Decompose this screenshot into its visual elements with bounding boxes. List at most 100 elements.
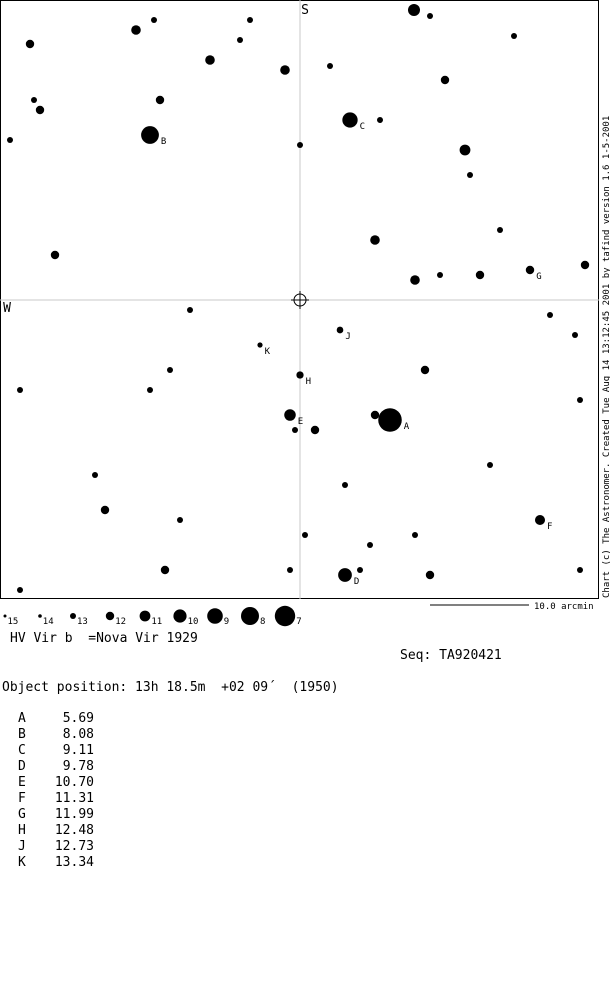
field-star: [357, 567, 363, 573]
sequence-letter: C: [18, 743, 26, 758]
field-star: [131, 25, 141, 35]
comparison-label-j: J: [345, 332, 350, 342]
field-star: [17, 387, 23, 393]
comparison-label-b: B: [161, 137, 166, 147]
field-star: [580, 260, 590, 270]
field-star: [297, 142, 303, 148]
key-dot-8: [241, 607, 259, 625]
field-star: [25, 39, 35, 49]
field-star: [7, 137, 13, 143]
sequence-magnitude: 5.69: [62, 711, 94, 726]
compass-west-label: W: [3, 301, 11, 316]
scale-label: 10.0 arcmin: [534, 602, 594, 612]
sequence-letter: G: [18, 807, 26, 822]
field-star: [577, 567, 583, 573]
field-star: [237, 37, 243, 43]
field-star: [160, 565, 170, 575]
key-label-11: 11: [151, 617, 162, 627]
field-star: [50, 250, 60, 260]
key-label-15: 15: [8, 617, 19, 627]
field-star: [92, 472, 98, 478]
key-dot-11: [139, 610, 151, 622]
sequence-magnitude: 9.78: [62, 759, 94, 774]
field-star: [100, 505, 110, 515]
comparison-stars: A B C D E F G H J K: [141, 112, 552, 587]
comparison-star-k: [257, 342, 263, 348]
sequence-magnitude: 12.73: [54, 839, 94, 854]
sequence-row: C 9.11: [18, 743, 94, 759]
field-star: [412, 532, 418, 538]
sequence-label: Seq: TA920421: [400, 648, 502, 663]
field-star: [420, 365, 430, 375]
comparison-star-b: [141, 126, 159, 144]
field-star: [408, 4, 420, 16]
sequence-row: F 11.31: [18, 791, 94, 807]
target-marker-icon: [291, 291, 309, 309]
object-position: Object position: 13h 18.5m +02 09´ (1950…: [2, 680, 339, 695]
field-star: [511, 33, 517, 39]
field-star: [310, 425, 320, 435]
field-star: [367, 542, 373, 548]
comparison-label-c: C: [360, 122, 365, 132]
comparison-star-h: [296, 371, 304, 379]
comparison-label-h: H: [306, 377, 311, 387]
field-star: [147, 387, 153, 393]
field-star: [427, 13, 433, 19]
sequence-letter: A: [18, 711, 26, 726]
chart-title: HV Vir b =Nova Vir 1929: [10, 631, 198, 646]
comparison-label-a: A: [404, 422, 410, 432]
sequence-letter: D: [18, 759, 26, 774]
field-star: [187, 307, 193, 313]
sequence-row: D 9.78: [18, 759, 94, 775]
sequence-magnitude: 11.99: [54, 807, 94, 822]
field-stars: [7, 4, 590, 593]
field-star: [547, 312, 553, 318]
comparison-label-g: G: [536, 272, 541, 282]
comparison-star-c: [342, 112, 358, 128]
field-star: [425, 570, 435, 580]
key-dot-10: [173, 609, 187, 623]
field-star: [247, 17, 253, 23]
key-label-14: 14: [43, 617, 54, 627]
finder-chart: A B C D E F G H J K S W Chart (c) The Astronomer.…: [0, 0, 610, 627]
field-star: [327, 63, 333, 69]
sequence-row: H 12.48: [18, 823, 94, 839]
key-dot-14: [38, 614, 42, 618]
field-star: [17, 587, 23, 593]
key-label-10: 10: [188, 617, 199, 627]
sequence-magnitude: 11.31: [54, 791, 94, 806]
sequence-letter: K: [18, 855, 26, 870]
field-star: [167, 367, 173, 373]
sequence-letter: H: [18, 823, 26, 838]
field-star: [572, 332, 578, 338]
sequence-row: K 13.34: [18, 855, 94, 871]
sequence-row: B 8.08: [18, 727, 94, 743]
field-star: [155, 95, 165, 105]
comparison-star-j: [336, 326, 344, 334]
comparison-star-d: [338, 568, 352, 582]
key-dot-7: [274, 605, 296, 627]
sequence-letter: E: [18, 775, 26, 790]
field-star: [35, 105, 45, 115]
field-star: [292, 427, 298, 433]
field-star: [475, 270, 485, 280]
comparison-star-g: [525, 265, 535, 275]
key-dot-13: [70, 613, 76, 619]
field-star: [342, 482, 348, 488]
field-star: [437, 272, 443, 278]
sequence-letter: B: [18, 727, 26, 742]
magnitude-key: 15 14 13 12 11 10 9 8 7: [3, 605, 302, 627]
sequence-magnitude: 8.08: [62, 727, 94, 742]
field-star: [440, 75, 450, 85]
compass-south-label: S: [301, 3, 309, 18]
key-label-13: 13: [77, 617, 88, 627]
field-star: [377, 117, 383, 123]
comparison-star-f: [534, 514, 546, 526]
field-star: [467, 172, 473, 178]
key-dot-15: [3, 614, 7, 618]
sequence-row: J 12.73: [18, 839, 94, 855]
comparison-star-a: [378, 408, 402, 432]
field-star: [497, 227, 503, 233]
field-star: [410, 275, 420, 285]
field-star: [302, 532, 308, 538]
